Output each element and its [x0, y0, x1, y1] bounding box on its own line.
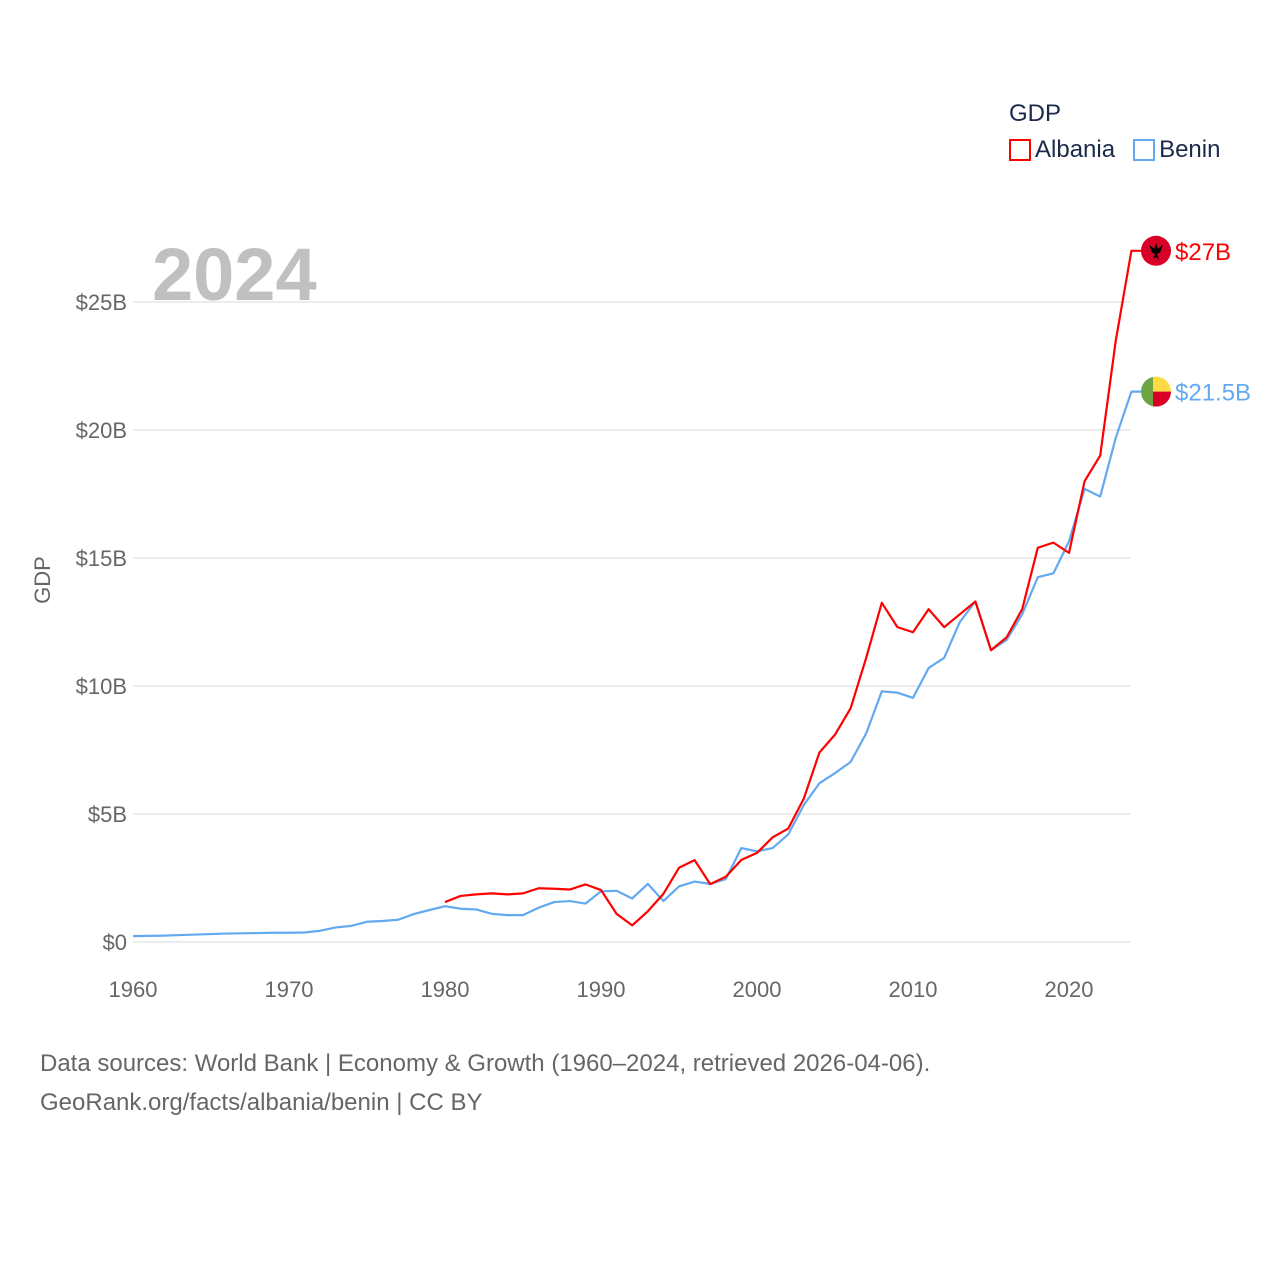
y-tick-label: $15B — [76, 546, 127, 571]
x-tick-label: 2020 — [1045, 977, 1094, 1002]
series-lines — [132, 249, 1142, 938]
y-axis-label: GDP — [30, 556, 55, 604]
end-value-label-albania: $27B — [1175, 239, 1231, 266]
series-end-labels: $21.5B $27B — [1141, 235, 1251, 407]
legend-item-benin[interactable]: Benin — [1133, 136, 1220, 164]
legend-title: GDP — [1009, 100, 1062, 127]
x-tick-label: 2000 — [733, 977, 782, 1002]
y-tick-label: $10B — [76, 674, 127, 699]
y-tick-label: $20B — [76, 418, 127, 443]
legend-item-albania[interactable]: Albania — [1009, 136, 1115, 164]
albania-swatch — [1009, 139, 1031, 161]
x-tick-label: 1960 — [109, 977, 158, 1002]
grid-lines — [133, 301, 1130, 943]
source-link[interactable]: GeoRank.org/facts/albania/benin | CC BY — [40, 1089, 483, 1116]
x-tick-label: 1980 — [421, 977, 470, 1002]
legend: GDP Albania Benin — [1009, 100, 1220, 164]
y-tick-label: $25B — [76, 290, 127, 315]
legend-label: Benin — [1159, 136, 1221, 163]
year-label: 2024 — [152, 233, 317, 316]
footer: Data sources: World Bank | Economy & Gro… — [40, 1044, 930, 1122]
series-line-albania — [444, 249, 1142, 927]
benin-flag-icon — [1141, 376, 1171, 407]
series-line-benin — [132, 390, 1142, 938]
x-tick-label: 2010 — [889, 977, 938, 1002]
benin-swatch — [1133, 139, 1156, 161]
x-tick-label: 1990 — [577, 977, 626, 1002]
albania-flag-icon — [1141, 235, 1171, 266]
x-axis-ticks: 1960 1970 1980 1990 2000 2010 2020 — [109, 977, 1094, 1002]
y-tick-label: $0 — [103, 930, 127, 955]
data-sources: Data sources: World Bank | Economy & Gro… — [40, 1050, 931, 1077]
y-tick-label: $5B — [88, 802, 127, 827]
legend-label: Albania — [1035, 136, 1116, 163]
x-tick-label: 1970 — [265, 977, 314, 1002]
y-axis-ticks: $0 $5B $10B $15B $20B $25B — [76, 290, 127, 955]
end-value-label-benin: $21.5B — [1175, 380, 1251, 407]
